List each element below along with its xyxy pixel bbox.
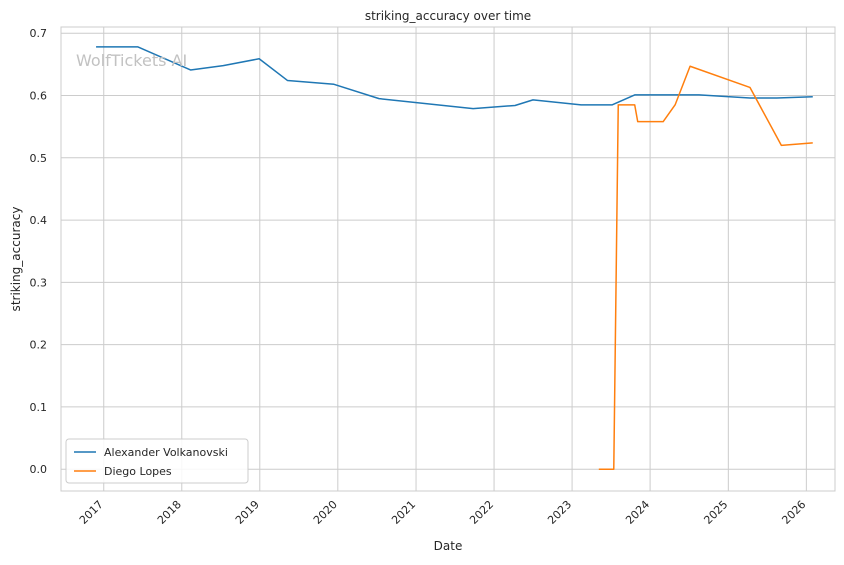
legend-label: Diego Lopes — [104, 465, 172, 478]
series-line — [598, 65, 813, 470]
chart-title: striking_accuracy over time — [365, 9, 531, 23]
plot-area — [61, 27, 835, 491]
y-tick-label: 0.7 — [30, 27, 48, 40]
series-layer — [96, 46, 813, 470]
legend-label: Alexander Volkanovski — [104, 446, 228, 459]
y-tick-label: 0.1 — [30, 401, 48, 414]
series-line — [96, 46, 813, 110]
y-tick-label: 0.2 — [30, 339, 48, 352]
y-tick-label: 0.3 — [30, 276, 48, 289]
y-tick-label: 0.0 — [30, 463, 48, 476]
plot-frame — [60, 26, 836, 492]
y-axis-ticks: 0.0 0.1 0.2 0.3 0.4 0.5 0.6 0.7 — [30, 27, 48, 476]
y-axis-label: striking_accuracy — [9, 207, 23, 312]
x-axis-label: Date — [434, 539, 463, 553]
watermark-text: WolfTickets AI — [76, 51, 187, 70]
legend: Alexander Volkanovski Diego Lopes — [65, 438, 249, 484]
legend-box — [65, 438, 249, 484]
y-tick-label: 0.6 — [30, 90, 48, 103]
y-tick-label: 0.5 — [30, 152, 48, 165]
y-tick-label: 0.4 — [30, 214, 48, 227]
